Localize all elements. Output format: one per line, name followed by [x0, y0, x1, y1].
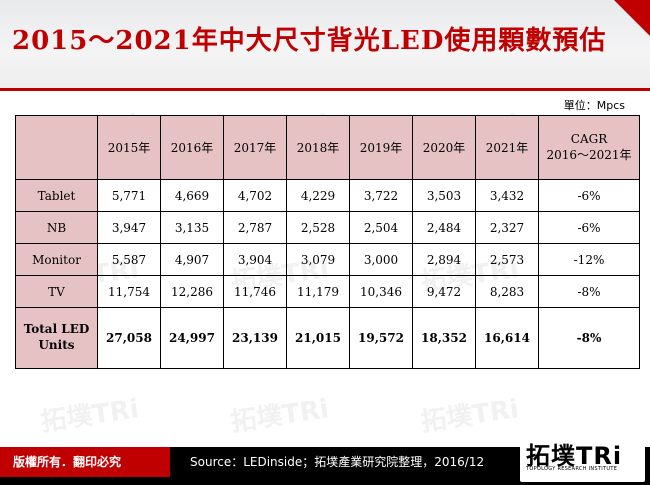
page-title: 2015～2021年中大尺寸背光LED使用顆數預估	[12, 26, 607, 56]
table-cell: -12%	[538, 243, 640, 276]
header-cell	[15, 115, 98, 180]
row-label: TV	[15, 275, 98, 308]
logo-subtitle: TOPOLOGY RESEARCH INSTITUTE	[526, 466, 618, 472]
table-cell: 3,904	[223, 243, 287, 276]
total-cell: 24,997	[160, 307, 224, 369]
table-cell: 2,504	[349, 211, 413, 244]
table-row: TV 11,754 12,286 11,746 11,179 10,346 9,…	[15, 275, 640, 308]
table-row: NB 3,947 3,135 2,787 2,528 2,504 2,484 2…	[15, 211, 640, 244]
watermark: 拓墣TRi	[418, 394, 521, 438]
total-cell: 21,015	[286, 307, 350, 369]
header-cell: 2021年	[475, 115, 539, 180]
table-cell: 9,472	[412, 275, 476, 308]
table-cell: 3,722	[349, 179, 413, 212]
source-note: Source：LEDinside；拓墣產業研究院整理，2016/12	[190, 455, 485, 469]
table-cell: 5,771	[97, 179, 161, 212]
watermark: 拓墣TRi	[228, 394, 331, 438]
table-row: Tablet 5,771 4,669 4,702 4,229 3,722 3,5…	[15, 179, 640, 212]
table-cell: -6%	[538, 211, 640, 244]
header-cell: 2015年	[97, 115, 161, 180]
row-label: NB	[15, 211, 98, 244]
total-cell: 16,614	[475, 307, 539, 369]
copyright-notice: 版權所有．翻印必究	[13, 455, 122, 469]
title-bar	[0, 0, 650, 88]
table-cell: 4,702	[223, 179, 287, 212]
footer-rights-block	[0, 447, 170, 477]
table-cell: 3,503	[412, 179, 476, 212]
table-cell: -8%	[538, 275, 640, 308]
table-cell: 4,907	[160, 243, 224, 276]
table-cell: 11,179	[286, 275, 350, 308]
table-cell: 3,079	[286, 243, 350, 276]
total-cell: -8%	[538, 307, 640, 369]
table-cell: 2,484	[412, 211, 476, 244]
total-cell: 23,139	[223, 307, 287, 369]
led-forecast-table: 2015年 2016年 2017年 2018年 2019年 2020年 2021…	[15, 115, 640, 369]
table-cell: 8,283	[475, 275, 539, 308]
header-cell: 2016年	[160, 115, 224, 180]
header-cell: 2017年	[223, 115, 287, 180]
unit-label: 單位：Mpcs	[563, 99, 625, 112]
table-cell: 2,787	[223, 211, 287, 244]
logo-wordmark: 拓墣TRi	[526, 442, 623, 470]
table-cell: 3,432	[475, 179, 539, 212]
table-cell: 5,587	[97, 243, 161, 276]
table-cell: 3,947	[97, 211, 161, 244]
row-label: Tablet	[15, 179, 98, 212]
table-cell: 2,528	[286, 211, 350, 244]
table-total-row: Total LED Units 27,058 24,997 23,139 21,…	[15, 307, 640, 369]
header-cell: 2018年	[286, 115, 350, 180]
table-cell: 4,229	[286, 179, 350, 212]
table-cell: 2,894	[412, 243, 476, 276]
table-cell: 2,573	[475, 243, 539, 276]
table-cell: 12,286	[160, 275, 224, 308]
corner-decoration	[614, 0, 650, 36]
watermark: 拓墣TRi	[38, 394, 141, 438]
header-cell: 2019年	[349, 115, 413, 180]
total-cell: 19,572	[349, 307, 413, 369]
total-cell: 27,058	[97, 307, 161, 369]
row-label: Monitor	[15, 243, 98, 276]
table-cell: 4,669	[160, 179, 224, 212]
header-cell: 2020年	[412, 115, 476, 180]
title-divider	[0, 88, 650, 91]
table-cell: -6%	[538, 179, 640, 212]
company-logo: 拓墣TRi TOPOLOGY RESEARCH INSTITUTE	[520, 432, 645, 482]
table-cell: 11,754	[97, 275, 161, 308]
table-cell: 2,327	[475, 211, 539, 244]
table-cell: 10,346	[349, 275, 413, 308]
table-row: Monitor 5,587 4,907 3,904 3,079 3,000 2,…	[15, 243, 640, 276]
total-cell: 18,352	[412, 307, 476, 369]
table-cell: 11,746	[223, 275, 287, 308]
table-header-row: 2015年 2016年 2017年 2018年 2019年 2020年 2021…	[15, 115, 640, 180]
total-label: Total LED Units	[15, 307, 98, 369]
header-cell-cagr: CAGR 2016～2021年	[538, 115, 640, 180]
table-cell: 3,000	[349, 243, 413, 276]
table-cell: 3,135	[160, 211, 224, 244]
